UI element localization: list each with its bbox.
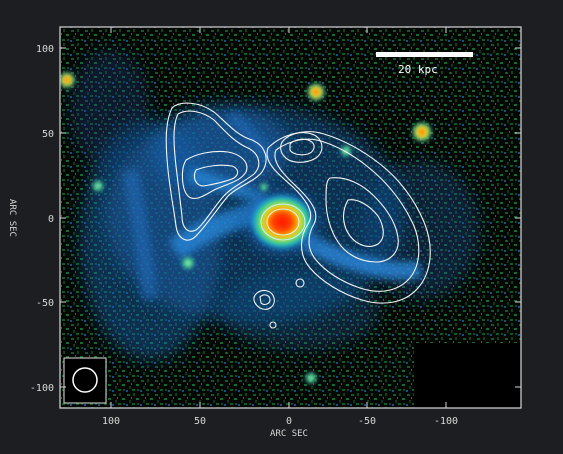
galaxy-core [234,180,330,264]
star-source [259,182,269,192]
x-tick-labels: 100 50 0 -50 -100 [102,416,458,427]
star-source [91,179,105,193]
star-source [306,82,326,102]
blanked-region [414,343,521,408]
x-tick-label: 100 [102,416,120,427]
x-tick-label: -50 [358,416,376,427]
star-source [339,144,353,158]
y-tick-label: -50 [36,298,54,309]
y-axis-title: ARC SEC [7,199,17,237]
point-sources [60,71,433,385]
star-source [411,121,433,143]
x-tick-label: 50 [194,416,206,427]
axis-ticks [60,27,521,408]
x-tick-label: -100 [434,416,458,427]
radio-contours [165,102,431,329]
star-source [60,71,76,89]
beam-ellipse [72,367,98,393]
star-source [304,371,318,385]
y-tick-label: 0 [48,214,54,225]
beam-inset [63,357,107,404]
x-tick-label: 0 [286,416,292,427]
star-source [180,255,196,271]
scale-bar-line [376,52,473,57]
y-tick-label: 50 [42,129,54,140]
image-plane [60,27,521,408]
y-tick-labels: 100 50 0 -50 -100 [30,44,54,394]
y-tick-label: -100 [30,383,54,394]
x-axis-title: ARC SEC [270,429,308,439]
y-tick-label: 100 [36,44,54,55]
scale-bar: 20 kpc [376,52,473,76]
scale-bar-label: 20 kpc [398,63,438,76]
